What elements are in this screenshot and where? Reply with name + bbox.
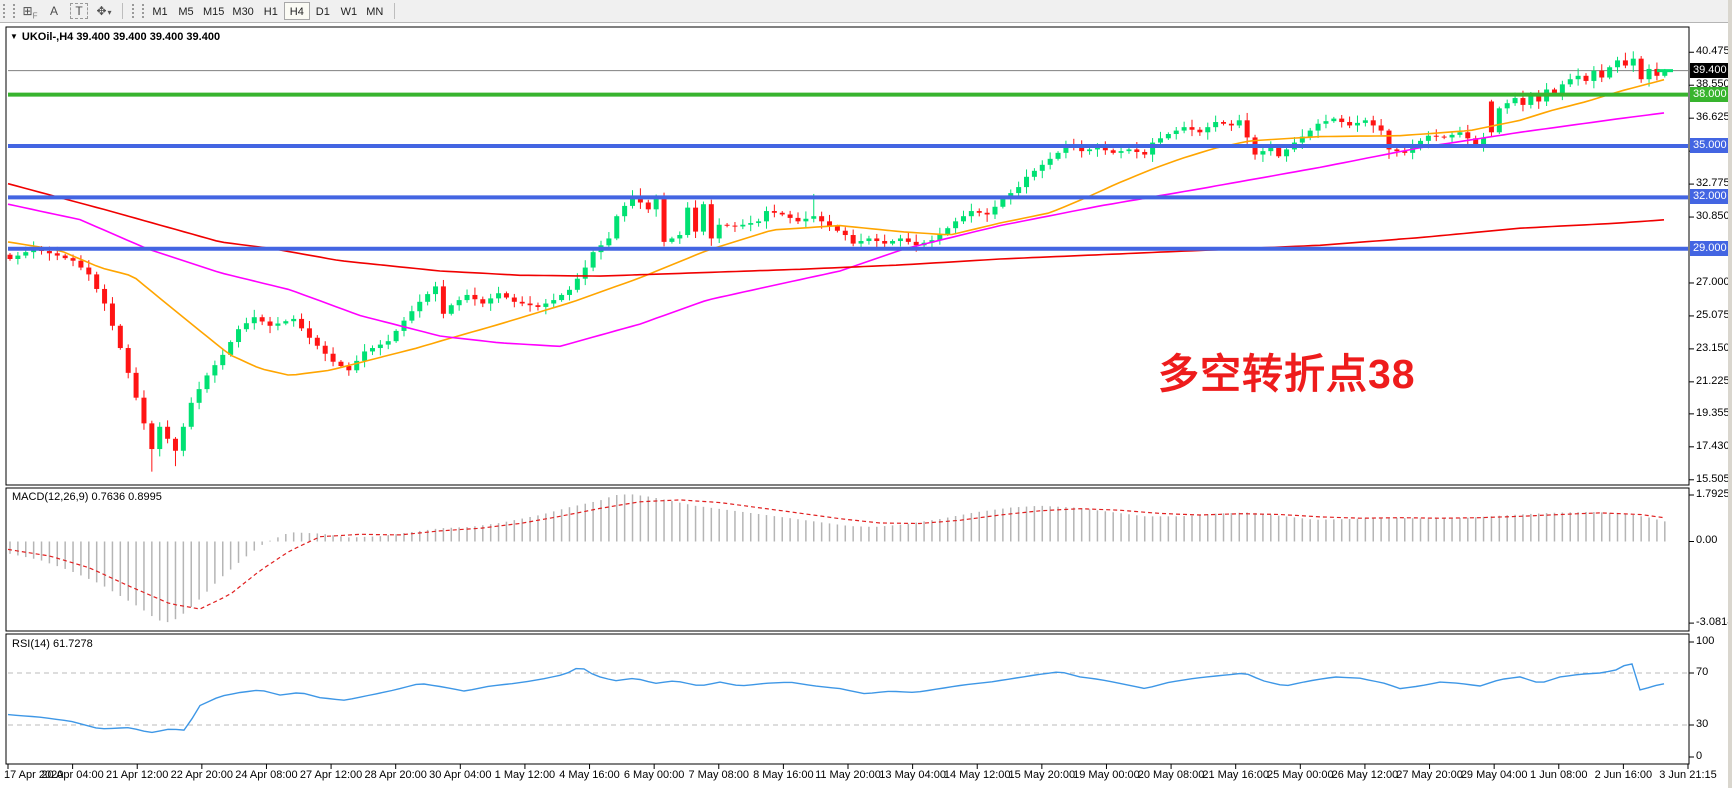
macd-axis-tick: 1.7925 (1696, 488, 1730, 500)
macd-panel (7, 494, 1666, 623)
time-axis-label: 15 May 20:00 (1008, 769, 1076, 781)
chart-annotation-text: 多空转折点38 (1158, 351, 1416, 397)
timeframe-m15-button[interactable]: M15 (199, 2, 228, 20)
time-axis-label: 1 May 12:00 (494, 769, 556, 781)
candles (7, 51, 1668, 472)
cursor-tool-icon-glyph: ✥ (96, 4, 107, 18)
horizontal-level-lines (8, 69, 1688, 251)
price-axis-tick: 40.475 (1696, 45, 1730, 58)
time-axis-ticks (7, 764, 1689, 769)
time-axis-label: 20 Apr 04:00 (41, 769, 104, 781)
grid-f-icon[interactable]: ⊞F (19, 2, 41, 20)
toolbar-drag-handle[interactable] (3, 4, 15, 18)
price-badge-32.000: 32.000 (1690, 189, 1732, 205)
macd-axis-tick: 0.00 (1696, 534, 1718, 547)
price-badge-29.000: 29.000 (1690, 240, 1732, 256)
timeframe-h1-button[interactable]: H1 (258, 2, 284, 20)
price-axis-tick: 32.775 (1696, 177, 1730, 190)
rsi-axis-tick: 30 (1696, 718, 1709, 730)
price-axis-tick: 36.625 (1696, 111, 1730, 124)
time-axis-label: 24 Apr 08:00 (235, 769, 298, 781)
time-axis-label: 7 May 08:00 (688, 769, 750, 781)
last-close-marker (1657, 69, 1673, 73)
time-axis-label: 27 May 20:00 (1396, 769, 1463, 781)
time-axis-label: 21 Apr 12:00 (106, 769, 169, 781)
time-axis-label: 21 May 16:00 (1202, 769, 1270, 781)
price-badge-39.400: 39.400 (1690, 62, 1732, 78)
timeframe-d1-button[interactable]: D1 (310, 2, 336, 20)
rsi-axis-tick: 0 (1696, 750, 1703, 762)
grid-f-icon-sub: F (32, 11, 38, 21)
timeframe-mn-button[interactable]: MN (362, 2, 388, 20)
timeframe-w1-button[interactable]: W1 (336, 2, 362, 20)
timeframe-m1-button[interactable]: M1 (147, 2, 173, 20)
macd-axis-tick: -3.0818 (1696, 616, 1732, 629)
time-axis-label: 26 May 12:00 (1331, 769, 1399, 781)
grid-f-icon-glyph: ⊞ (22, 4, 33, 18)
time-axis-label: 4 May 16:00 (559, 769, 620, 781)
timeframe-m30-button[interactable]: M30 (228, 2, 257, 20)
price-axis-tick: 15.505 (1696, 472, 1730, 485)
symbol-dropdown-icon[interactable]: ▼ (10, 32, 18, 41)
price-badge-35.000: 35.000 (1690, 137, 1732, 153)
toolbar: ⊞F A T ✥▾ M1 M5 M15 M30 H1 H4 D1 W1 MN (0, 0, 1732, 23)
price-axis-tick: 27.000 (1696, 275, 1730, 288)
timeframe-m5-button[interactable]: M5 (173, 2, 199, 20)
time-axis-label: 19 May 00:00 (1073, 769, 1140, 781)
time-axis-label: 30 Apr 04:00 (429, 769, 492, 781)
time-axis-label: 11 May 20:00 (815, 769, 881, 781)
font-a-icon[interactable]: A (49, 4, 58, 18)
rsi-axis-tick: 100 (1696, 635, 1715, 647)
time-axis-label: 1 Jun 08:00 (1530, 769, 1588, 781)
time-axis-label: 28 Apr 20:00 (364, 769, 427, 781)
time-axis-label: 27 Apr 12:00 (299, 769, 363, 781)
time-axis-label: 3 Jun 21:15 (1659, 769, 1717, 781)
symbol-ohlc-text: UKOil-,H4 39.400 39.400 39.400 39.400 (21, 31, 221, 43)
toolbar-drag-handle[interactable] (132, 4, 144, 18)
toolbar-separator (122, 3, 123, 19)
chart-symbol-title: ▼ UKOil-,H4 39.400 39.400 39.400 39.400 (10, 31, 220, 43)
rsi-panel (7, 663, 1688, 734)
price-axis-tick: 17.430 (1696, 439, 1730, 452)
price-axis-tick: 30.850 (1696, 210, 1730, 223)
time-axis-label: 29 May 04:00 (1460, 769, 1528, 781)
price-axis-tick: 21.225 (1696, 374, 1730, 387)
time-axis-label: 8 May 16:00 (753, 769, 814, 781)
rsi-axis-tick: 70 (1696, 666, 1709, 678)
price-axis-tick: 19.355 (1696, 406, 1730, 419)
panel-borders (5, 26, 1690, 765)
time-axis-label: 14 May 12:00 (943, 769, 1011, 781)
axis-ticks (1689, 51, 1694, 758)
time-axis-label: 2 Jun 16:00 (1594, 769, 1653, 781)
time-axis-label: 25 May 00:00 (1266, 769, 1334, 781)
time-axis-label: 17 Apr 2020 (4, 769, 64, 781)
timeframe-h4-button[interactable]: H4 (283, 2, 310, 20)
time-axis-label: 20 May 08:00 (1137, 769, 1205, 781)
time-axis-label: 13 May 04:00 (879, 769, 946, 781)
dropdown-caret-icon: ▾ (107, 8, 112, 17)
macd-indicator-label: MACD(12,26,9) 0.7636 0.8995 (12, 491, 162, 503)
text-label-icon[interactable]: T (70, 3, 88, 19)
rsi-indicator-label: RSI(14) 61.7278 (12, 638, 93, 650)
price-badge-38.000: 38.000 (1690, 86, 1732, 102)
time-axis-label: 6 May 00:00 (623, 769, 685, 781)
time-axis-label: 22 Apr 20:00 (170, 769, 234, 781)
cursor-tool-icon[interactable]: ✥▾ (93, 2, 115, 20)
price-axis-tick: 25.075 (1696, 308, 1730, 321)
toolbar-separator (393, 3, 395, 19)
right-edge-strip (1728, 0, 1732, 788)
price-axis-tick: 23.150 (1696, 341, 1730, 354)
